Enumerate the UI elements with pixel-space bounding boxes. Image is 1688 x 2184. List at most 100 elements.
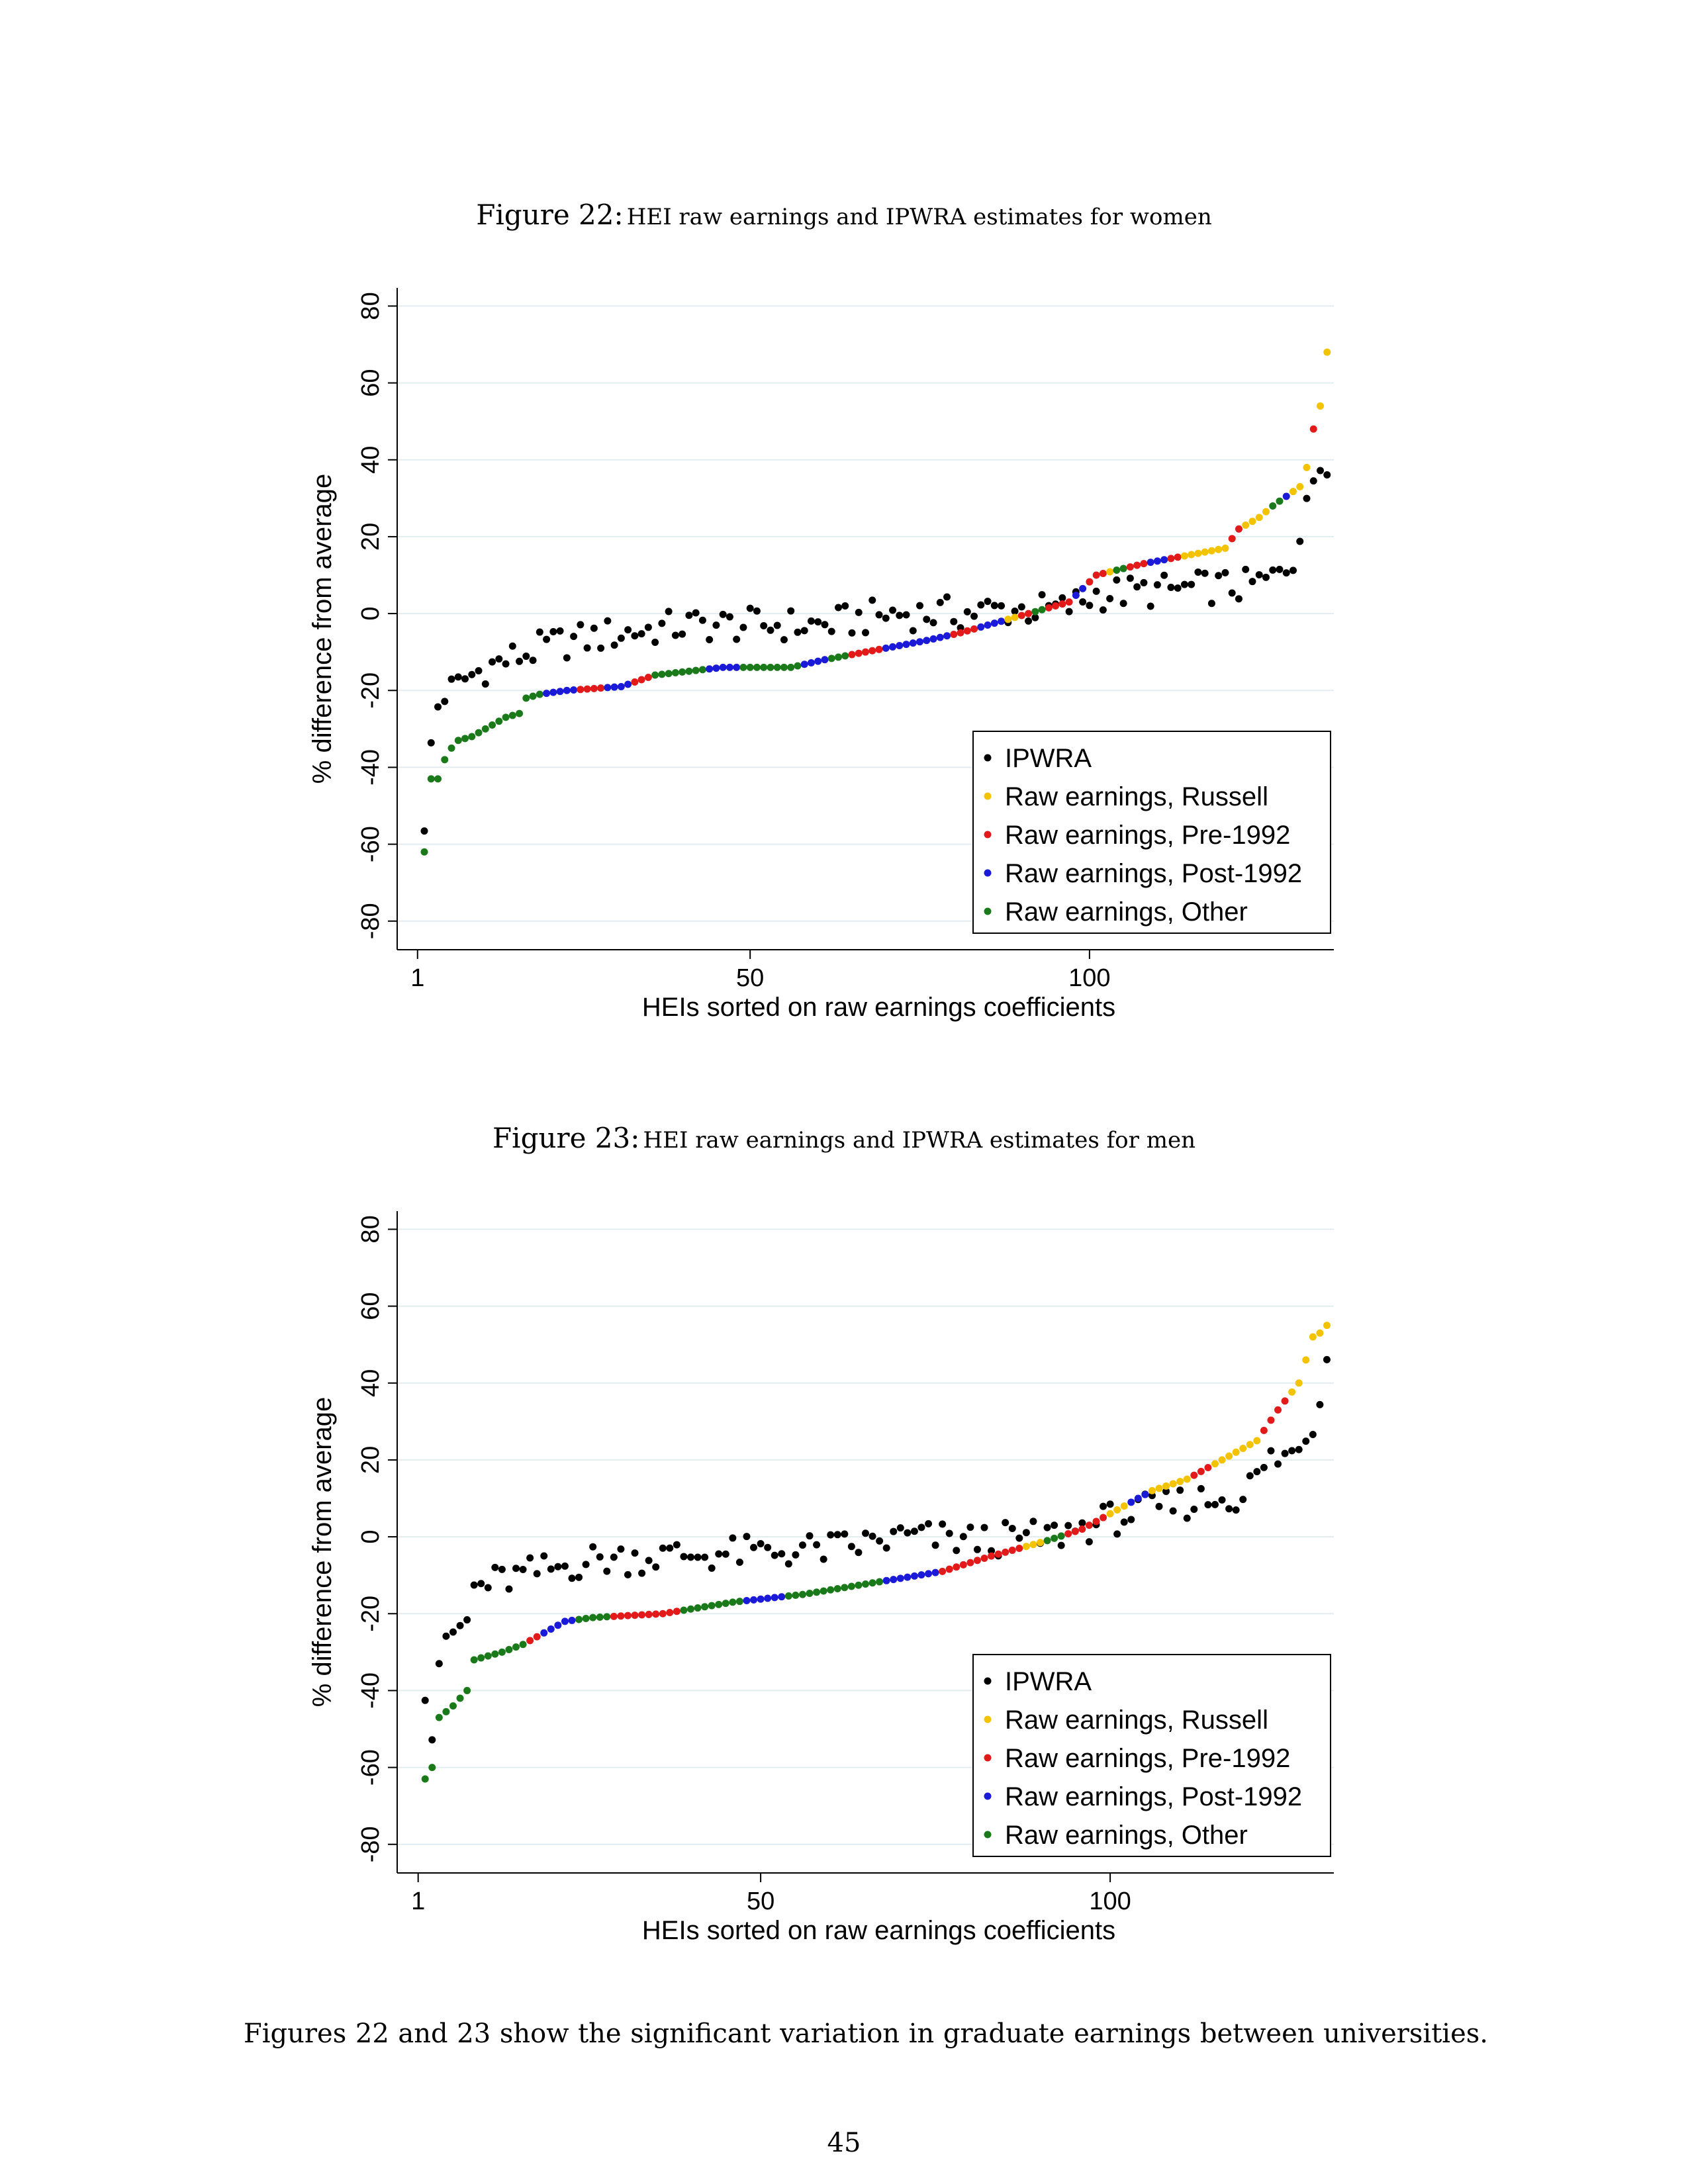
ipwra-point (771, 1551, 778, 1559)
ipwra-point (522, 653, 530, 660)
ipwra-point (1309, 477, 1317, 485)
raw-earnings-point-post1992 (821, 656, 829, 664)
raw-earnings-point-other (1038, 606, 1046, 614)
raw-earnings-point-other (447, 744, 455, 752)
raw-earnings-point-post1992 (896, 1574, 904, 1582)
raw-earnings-point-pre1992 (1309, 425, 1317, 433)
ipwra-point (554, 1563, 562, 1570)
raw-earnings-point-other (841, 652, 849, 660)
raw-earnings-point-other (784, 1592, 792, 1600)
ipwra-point (743, 1533, 751, 1541)
ipwra-point (547, 1565, 555, 1573)
ipwra-point (561, 1562, 569, 1570)
raw-earnings-point-pre1992 (994, 1550, 1002, 1558)
ipwra-point (896, 612, 904, 619)
ipwra-point (1207, 600, 1215, 608)
y-axis-title: % difference from average (308, 1397, 337, 1707)
ipwra-point (481, 680, 489, 688)
ipwra-point (1218, 1496, 1226, 1504)
raw-earnings-point-other (753, 663, 761, 671)
raw-earnings-point-post1992 (910, 1572, 918, 1580)
ipwra-point (1160, 571, 1168, 579)
ipwra-point (556, 627, 564, 635)
x-tick-label: 50 (736, 964, 764, 992)
raw-earnings-point-russell (1316, 1329, 1324, 1337)
ipwra-point (1065, 608, 1073, 615)
raw-earnings-point-post1992 (757, 1595, 765, 1603)
raw-earnings-point-post1992 (1134, 1494, 1142, 1502)
ipwra-point (575, 1573, 583, 1581)
ipwra-point (798, 1541, 806, 1549)
raw-earnings-point-russell (1303, 463, 1311, 471)
raw-earnings-point-pre1992 (1017, 612, 1025, 619)
raw-earnings-point-pre1992 (617, 1612, 625, 1620)
ipwra-point (1215, 572, 1223, 580)
raw-earnings-point-other (441, 756, 449, 764)
raw-earnings-point-other (715, 1600, 723, 1608)
raw-earnings-point-pre1992 (1025, 610, 1033, 617)
y-tick-label: -80 (357, 903, 385, 939)
raw-earnings-point-pre1992 (597, 684, 605, 692)
raw-earnings-point-post1992 (807, 659, 815, 666)
raw-earnings-point-other (735, 1598, 743, 1606)
y-tick-label: -40 (357, 1672, 385, 1709)
raw-earnings-point-pre1992 (1190, 1471, 1198, 1479)
raw-earnings-point-other (1119, 565, 1127, 572)
raw-earnings-point-post1992 (610, 683, 618, 691)
raw-earnings-point-russell (1248, 518, 1256, 525)
raw-earnings-point-pre1992 (1065, 598, 1073, 606)
raw-earnings-point-other (575, 1615, 583, 1623)
raw-earnings-point-post1992 (800, 660, 808, 668)
y-tick-label: 20 (357, 523, 385, 551)
legend-label: Raw earnings, Post-1992 (1005, 859, 1302, 888)
ipwra-point (784, 1560, 792, 1568)
raw-earnings-point-post1992 (750, 1596, 758, 1604)
figure-22-caption-text: HEI raw earnings and IPWRA estimates for… (626, 204, 1212, 230)
ipwra-point (1155, 1502, 1163, 1510)
ipwra-point (1153, 581, 1161, 589)
ipwra-point (1015, 1534, 1023, 1542)
ipwra-point (1204, 1501, 1212, 1509)
raw-earnings-point-russell (1316, 402, 1324, 410)
raw-earnings-point-pre1992 (526, 1637, 534, 1645)
raw-earnings-point-other (475, 729, 483, 737)
raw-earnings-point-russell (1262, 508, 1270, 516)
ipwra-point (939, 1520, 947, 1528)
raw-earnings-point-other (833, 1585, 841, 1593)
raw-earnings-point-other (671, 669, 679, 677)
raw-earnings-point-pre1992 (1071, 1527, 1079, 1535)
ipwra-point (977, 601, 985, 609)
ipwra-point (1058, 594, 1066, 602)
raw-earnings-point-other (512, 1643, 520, 1651)
ipwra-point (1309, 1430, 1317, 1438)
raw-earnings-point-russell (1289, 488, 1297, 496)
raw-earnings-point-pre1992 (875, 645, 883, 653)
ipwra-point (583, 644, 591, 652)
ipwra-point (896, 1524, 904, 1532)
ipwra-point (1031, 614, 1039, 621)
raw-earnings-point-pre1992 (583, 685, 591, 693)
raw-earnings-point-other (427, 775, 435, 783)
ipwra-point (1106, 594, 1114, 602)
raw-earnings-point-pre1992 (1140, 560, 1148, 568)
raw-earnings-point-other (701, 1603, 709, 1611)
ipwra-point (435, 1660, 443, 1668)
raw-earnings-point-post1992 (998, 617, 1006, 625)
raw-earnings-point-pre1992 (659, 1610, 667, 1617)
ipwra-point (945, 1529, 953, 1537)
ipwra-point (1276, 565, 1284, 573)
raw-earnings-point-russell (1194, 549, 1202, 557)
raw-earnings-point-other (470, 1656, 478, 1664)
raw-earnings-point-other (435, 1713, 443, 1721)
ipwra-point (990, 602, 998, 610)
raw-earnings-point-post1992 (925, 1570, 933, 1578)
ipwra-point (589, 1543, 597, 1551)
ipwra-point (1197, 1484, 1205, 1492)
raw-earnings-point-post1992 (604, 684, 612, 692)
ipwra-point (617, 1545, 625, 1553)
ipwra-point (549, 627, 557, 635)
raw-earnings-point-russell (1148, 1486, 1156, 1494)
ipwra-point (502, 660, 510, 668)
ipwra-point (950, 617, 958, 625)
ipwra-point (470, 1581, 478, 1589)
